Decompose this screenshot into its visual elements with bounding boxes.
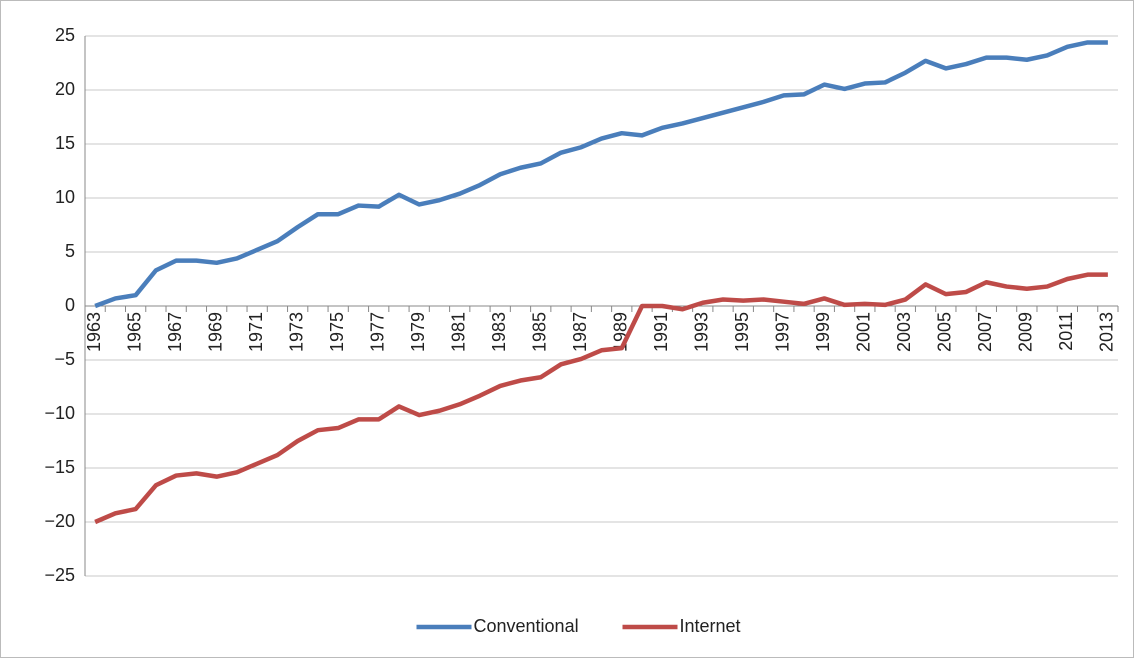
x-tick-label: 1979 <box>408 312 428 352</box>
x-tick-label: 1999 <box>813 312 833 352</box>
x-tick-label: 1975 <box>327 312 347 352</box>
x-tick-label: 2013 <box>1097 312 1117 352</box>
y-tick-label: −15 <box>44 457 75 477</box>
x-tick-label: 1995 <box>732 312 752 352</box>
x-tick-label: 1985 <box>529 312 549 352</box>
legend-label: Internet <box>680 616 741 636</box>
x-tick-label: 2001 <box>854 312 874 352</box>
x-tick-label: 2005 <box>935 312 955 352</box>
y-tick-label: −25 <box>44 565 75 585</box>
series-line <box>94 40 1108 309</box>
x-tick-label: 1973 <box>286 312 306 352</box>
x-tick-label: 2011 <box>1056 312 1076 351</box>
x-tick-label: 1983 <box>489 312 509 352</box>
x-tick-label: 1987 <box>570 312 590 352</box>
x-tick-label: 2009 <box>1016 312 1036 352</box>
x-tick-label: 2003 <box>894 312 914 352</box>
y-tick-label: −20 <box>44 511 75 531</box>
series-line <box>94 272 1108 525</box>
y-tick-label: 0 <box>65 295 75 315</box>
x-tick-label: 1991 <box>651 312 671 352</box>
legend-label: Conventional <box>474 616 579 636</box>
y-tick-label: 15 <box>55 133 75 153</box>
x-tick-label: 1971 <box>246 312 266 352</box>
x-tick-label: 2007 <box>975 312 995 352</box>
y-tick-label: 5 <box>65 241 75 261</box>
x-tick-label: 1997 <box>773 312 793 352</box>
y-tick-label: 25 <box>55 25 75 45</box>
y-tick-label: −5 <box>54 349 75 369</box>
x-tick-label: 1981 <box>448 312 468 352</box>
y-tick-label: 20 <box>55 79 75 99</box>
x-tick-label: 1977 <box>367 312 387 352</box>
y-tick-label: 10 <box>55 187 75 207</box>
x-tick-label: 1967 <box>165 312 185 352</box>
x-tick-label: 1965 <box>124 312 144 352</box>
x-tick-label: 1993 <box>692 312 712 352</box>
y-tick-label: −10 <box>44 403 75 423</box>
x-tick-label: 1963 <box>84 312 104 352</box>
x-tick-label: 1969 <box>205 312 225 352</box>
